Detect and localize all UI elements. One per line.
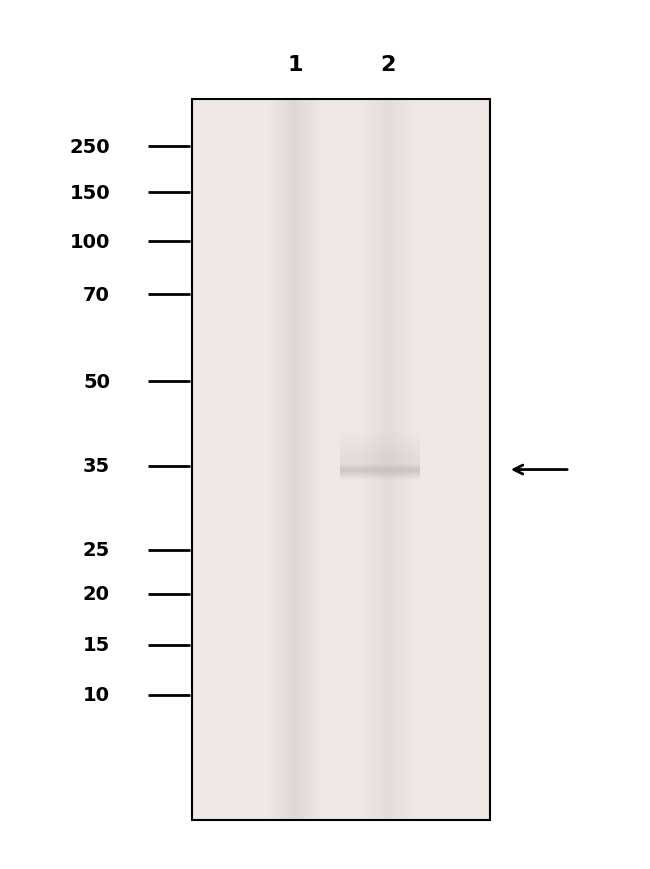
Text: 10: 10 (83, 686, 110, 705)
Text: 15: 15 (83, 635, 110, 654)
Bar (192, 100, 490, 820)
Text: 25: 25 (83, 541, 110, 560)
Text: 100: 100 (70, 233, 110, 251)
Text: 150: 150 (70, 183, 110, 202)
Text: 1: 1 (287, 55, 303, 75)
Text: 250: 250 (70, 137, 110, 156)
Text: 35: 35 (83, 456, 110, 475)
Text: 20: 20 (83, 585, 110, 603)
Text: 2: 2 (380, 55, 396, 75)
Text: 50: 50 (83, 373, 110, 392)
Text: 70: 70 (83, 286, 110, 304)
